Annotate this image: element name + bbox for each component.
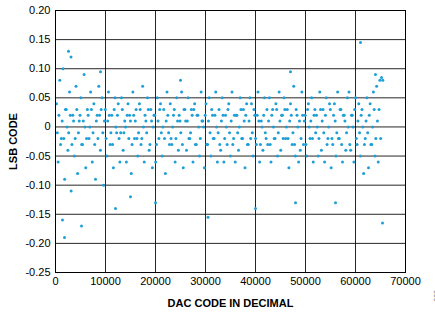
- svg-text:20000: 20000: [140, 275, 171, 287]
- svg-text:0.15: 0.15: [29, 33, 50, 45]
- svg-text:70000: 70000: [390, 275, 421, 287]
- svg-text:40000: 40000: [240, 275, 271, 287]
- svg-text:0: 0: [44, 120, 50, 132]
- svg-text:30000: 30000: [190, 275, 221, 287]
- svg-text:-0.10: -0.10: [25, 179, 50, 191]
- svg-text:0.05: 0.05: [29, 91, 50, 103]
- svg-text:-0.20: -0.20: [25, 237, 50, 249]
- svg-text:0.20: 0.20: [29, 4, 50, 16]
- svg-text:10000: 10000: [90, 275, 121, 287]
- svg-text:0: 0: [52, 275, 58, 287]
- svg-text:-0.15: -0.15: [25, 208, 50, 220]
- svg-text:DAC CODE IN DECIMAL: DAC CODE IN DECIMAL: [168, 297, 294, 309]
- svg-text:50000: 50000: [290, 275, 321, 287]
- svg-text:60000: 60000: [340, 275, 371, 287]
- svg-text:-0.05: -0.05: [25, 150, 50, 162]
- svg-text:0.10: 0.10: [29, 62, 50, 74]
- svg-text:LSB CODE: LSB CODE: [7, 113, 19, 170]
- svg-text:-0.25: -0.25: [25, 266, 50, 278]
